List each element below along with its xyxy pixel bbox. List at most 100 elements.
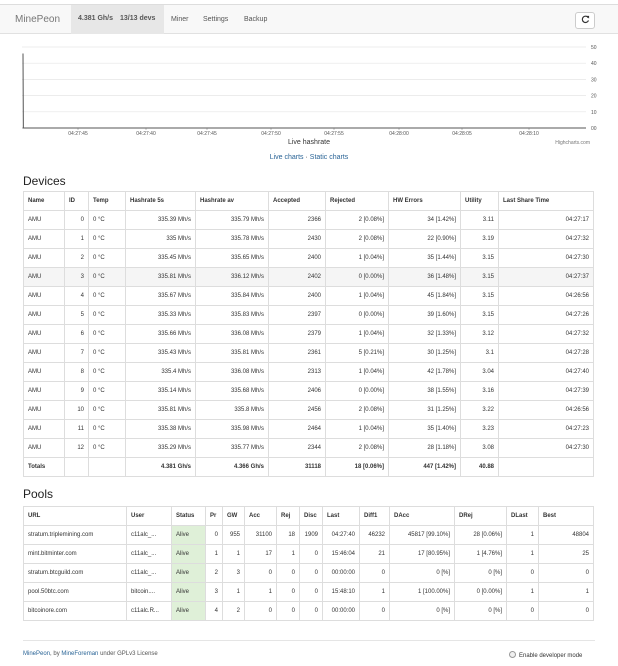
device-cell: 2400 — [268, 248, 326, 268]
pool-cell: c11alc_... — [126, 544, 172, 564]
device-cell: 3.22 — [460, 400, 499, 420]
pool-cell: 0 — [359, 601, 390, 621]
chart-x-tick-label: 04:28:00 — [389, 131, 409, 137]
pool-cell: 1 — [506, 525, 539, 545]
pool-cell: 21 — [359, 544, 390, 564]
developer-mode-toggle[interactable]: Enable developer mode — [509, 651, 582, 659]
static-charts-link[interactable]: Static charts — [309, 154, 349, 161]
pool-cell: mint.bitminter.com — [23, 544, 127, 564]
pool-cell: c11alc.R... — [126, 601, 172, 621]
nav-settings[interactable]: Settings — [203, 16, 229, 23]
chart-x-tick-label: 04:27:55 — [324, 131, 344, 137]
device-cell: 9 — [64, 381, 89, 401]
device-cell: 04:26:56 — [498, 286, 594, 306]
chart-y-tick-label: 10 — [591, 110, 597, 116]
device-cell: 04:27:30 — [498, 248, 594, 268]
devices-totals-row: Totals 4.381 Gh/s 4.366 Gh/s 31118 18 [0.06%… — [23, 457, 594, 477]
pools-col-header: Disc — [299, 506, 323, 526]
device-cell: 336.08 Mh/s — [195, 324, 269, 344]
device-cell: 42 [1.78%] — [388, 362, 461, 382]
device-cell: 335.65 Mh/s — [195, 248, 269, 268]
pool-cell: 1 — [506, 544, 539, 564]
device-cell: 2406 — [268, 381, 326, 401]
pool-cell: 31100 — [244, 525, 277, 545]
device-cell: AMU — [23, 324, 65, 344]
pool-cell: 1 — [222, 582, 245, 602]
chart-y-tick-label: 30 — [591, 77, 597, 83]
totals-cell — [88, 457, 126, 477]
totals-cell: 40.88 — [460, 457, 499, 477]
device-cell: 335.39 Mh/s — [125, 210, 196, 230]
chart-y-tick-label: 00 — [591, 126, 597, 132]
devices-col-header: Hashrate av — [195, 191, 269, 211]
pool-cell: 0 [%] — [454, 601, 507, 621]
chart-switch: Live charts · Static charts — [0, 154, 618, 161]
pool-cell: 15:46:04 — [322, 544, 360, 564]
device-cell: 2464 — [268, 419, 326, 439]
pool-cell: 1 — [205, 544, 223, 564]
footer: MinePeon, by MineForeman under GPLv3 Lic… — [23, 651, 158, 657]
device-cell: 04:27:17 — [498, 210, 594, 230]
mineforeman-link[interactable]: MineForeman — [61, 651, 99, 657]
pools-col-header: Diff1 — [359, 506, 390, 526]
device-cell: 2456 — [268, 400, 326, 420]
device-cell: 0 °C — [88, 400, 126, 420]
device-cell: 3.15 — [460, 286, 499, 306]
refresh-button[interactable] — [575, 12, 595, 29]
device-cell: 335.66 Mh/s — [125, 324, 196, 344]
device-cell: 0 °C — [88, 267, 126, 287]
pools-col-header: DLast — [506, 506, 539, 526]
live-charts-link[interactable]: Live charts — [269, 154, 304, 161]
pool-cell: 1 — [222, 544, 245, 564]
footer-license: under GPLv3 License — [100, 651, 158, 657]
pool-row: bitcoinore.com c11alc.R... Alive 4 2 0 0 0 00:00… — [23, 601, 594, 621]
device-cell: 335 Mh/s — [125, 229, 196, 249]
pool-cell: 17 [80.95%] — [389, 544, 455, 564]
pool-cell: 00:00:00 — [322, 563, 360, 583]
chart-credit[interactable]: Highcharts.com — [555, 140, 590, 146]
device-cell: 04:27:26 — [498, 305, 594, 325]
footer-divider — [23, 640, 595, 641]
device-cell: 1 [0.04%] — [325, 419, 389, 439]
minepeon-link[interactable]: MinePeon — [23, 651, 51, 657]
pool-cell: 0 — [359, 563, 390, 583]
pool-cell: 0 — [205, 525, 223, 545]
device-row: AMU 7 0 °C 335.43 Mh/s 335.81 Mh/s 2361 5 [0.2… — [23, 343, 594, 363]
device-cell: 35 [1.40%] — [388, 419, 461, 439]
device-cell: 2 [0.08%] — [325, 400, 389, 420]
nav-backup[interactable]: Backup — [244, 16, 268, 23]
device-cell: 30 [1.25%] — [388, 343, 461, 363]
device-cell: AMU — [23, 267, 65, 287]
brand-link[interactable]: MinePeon — [15, 14, 61, 25]
developer-mode-checkbox[interactable] — [509, 651, 516, 658]
device-cell: 31 [1.25%] — [388, 400, 461, 420]
pool-cell: pool.50btc.com — [23, 582, 127, 602]
chart-y-ticks: 50 40 30 20 10 00 — [591, 45, 597, 132]
pool-status-badge: Alive — [171, 525, 206, 545]
device-cell: 335.81 Mh/s — [125, 267, 196, 287]
pool-cell: 2 — [222, 601, 245, 621]
device-cell: 04:27:28 — [498, 343, 594, 363]
device-cell: 335.68 Mh/s — [195, 381, 269, 401]
nav-miner[interactable]: Miner — [171, 16, 189, 23]
pools-table: URL User Status Pr GW Acc Rej Disc Last Diff1 DAcc… — [23, 506, 594, 621]
device-cell: 335.14 Mh/s — [125, 381, 196, 401]
pool-cell: bitcoin.... — [126, 582, 172, 602]
device-cell: AMU — [23, 248, 65, 268]
devices-summary: 13/13 devs — [120, 15, 156, 22]
pools-col-header: DRej — [454, 506, 507, 526]
device-cell: 335.79 Mh/s — [195, 210, 269, 230]
device-cell: AMU — [23, 229, 65, 249]
device-cell: 0 °C — [88, 438, 126, 458]
device-cell: 335.38 Mh/s — [125, 419, 196, 439]
refresh-icon — [581, 15, 589, 24]
pool-row: mint.bitminter.com c11alc_... Alive 1 1 17 1 0 1… — [23, 544, 594, 564]
device-cell: AMU — [23, 419, 65, 439]
device-cell: 4 — [64, 286, 89, 306]
device-cell: 0 — [64, 210, 89, 230]
device-cell: 3.15 — [460, 267, 499, 287]
device-cell: 0 °C — [88, 324, 126, 344]
status-summary: 4.381 Gh/s 13/13 devs — [71, 5, 164, 34]
chart-x-tick-label: 04:28:05 — [452, 131, 472, 137]
device-cell: 3.16 — [460, 381, 499, 401]
